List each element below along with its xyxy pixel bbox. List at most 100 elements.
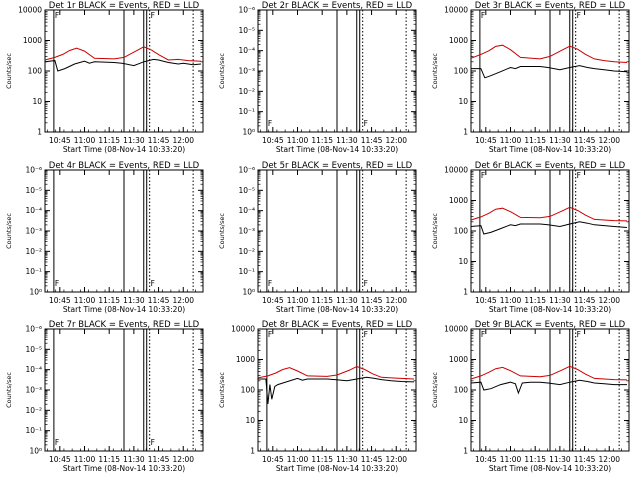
y-tick-label: 10 bbox=[245, 416, 255, 425]
x-tick-label: 11:15 bbox=[98, 136, 120, 145]
x-axis-title: Start Time (08-Nov-14 10:33:20) bbox=[276, 305, 398, 314]
y-tick-label: 100 bbox=[454, 227, 469, 236]
y-tick-label: 10⁻² bbox=[238, 247, 255, 256]
x-tick-label: 11:30 bbox=[336, 136, 358, 145]
y-tick-label: 10⁻⁵ bbox=[25, 345, 42, 354]
x-tick-label: 10:45 bbox=[262, 455, 284, 464]
x-tick-label: 11:30 bbox=[123, 296, 145, 305]
y-tick-label: 10⁻² bbox=[238, 87, 255, 96]
panel-title: Det 7r BLACK = Events, RED = LLD bbox=[49, 320, 200, 330]
x-axis-title: Start Time (08-Nov-14 10:33:20) bbox=[63, 305, 185, 314]
y-tick-label: 10⁻² bbox=[25, 406, 42, 415]
y-tick-label: 10⁻² bbox=[25, 247, 42, 256]
y-axis-title: Counts/sec bbox=[5, 53, 13, 89]
x-tick-label: 11:45 bbox=[574, 296, 596, 305]
x-tick-label: 11:15 bbox=[311, 296, 333, 305]
y-tick-label: 10⁻⁵ bbox=[238, 26, 255, 35]
x-tick-label: 11:15 bbox=[98, 455, 120, 464]
x-tick-label: 10:45 bbox=[49, 296, 71, 305]
x-tick-label: 11:15 bbox=[524, 455, 546, 464]
x-tick-label: 11:45 bbox=[361, 136, 383, 145]
flag-marker: F bbox=[577, 330, 581, 339]
x-tick-label: 11:45 bbox=[574, 455, 596, 464]
y-tick-label: 100 bbox=[454, 67, 469, 76]
x-tick-label: 11:15 bbox=[98, 296, 120, 305]
y-tick-label: 10⁻⁶ bbox=[25, 325, 42, 334]
x-tick-label: 11:30 bbox=[549, 136, 571, 145]
x-tick-label: 11:00 bbox=[74, 455, 96, 464]
x-tick-label: 11:15 bbox=[311, 455, 333, 464]
y-tick-label: 100 bbox=[28, 67, 43, 76]
y-tick-label: 1 bbox=[37, 128, 42, 137]
y-tick-label: 10⁰ bbox=[242, 128, 255, 137]
panel-title: Det 8r BLACK = Events, RED = LLD bbox=[262, 320, 413, 330]
x-axis-title: Start Time (08-Nov-14 10:33:20) bbox=[276, 145, 398, 154]
y-tick-label: 1000 bbox=[449, 196, 468, 205]
panel-det-1: Det 1r BLACK = Events, RED = LLD 1 10 100 10… bbox=[5, 1, 204, 154]
y-tick-label: 10⁻¹ bbox=[238, 267, 255, 276]
flag-marker: F bbox=[364, 330, 368, 339]
y-tick-label: 100 bbox=[241, 386, 256, 395]
x-tick-label: 11:00 bbox=[74, 296, 96, 305]
y-axis-title: Counts/sec bbox=[218, 213, 226, 249]
y-axis-title: Counts/sec bbox=[431, 53, 439, 89]
y-tick-label: 10⁻³ bbox=[25, 227, 42, 236]
flag-marker: F bbox=[481, 171, 485, 180]
x-tick-label: 11:00 bbox=[287, 136, 309, 145]
y-tick-label: 10000 bbox=[444, 6, 468, 15]
x-tick-label: 11:45 bbox=[574, 136, 596, 145]
y-tick-label: 10000 bbox=[444, 166, 468, 175]
x-tick-label: 11:15 bbox=[524, 136, 546, 145]
x-tick-label: 11:45 bbox=[361, 455, 383, 464]
x-tick-label: 12:00 bbox=[172, 296, 194, 305]
x-tick-label: 11:00 bbox=[500, 296, 522, 305]
flag-marker: F bbox=[151, 11, 155, 20]
y-tick-label: 10 bbox=[458, 257, 468, 266]
x-tick-label: 11:00 bbox=[500, 136, 522, 145]
series-line-lld bbox=[470, 44, 628, 63]
panel-title: Det 6r BLACK = Events, RED = LLD bbox=[475, 161, 626, 171]
y-axis-title: Counts/sec bbox=[5, 213, 13, 249]
y-tick-label: 10⁻⁶ bbox=[238, 166, 255, 175]
y-tick-label: 10⁻¹ bbox=[25, 267, 42, 276]
x-axis-title: Start Time (08-Nov-14 10:33:20) bbox=[489, 464, 611, 473]
x-tick-label: 11:30 bbox=[549, 296, 571, 305]
x-tick-label: 10:45 bbox=[262, 136, 284, 145]
y-tick-label: 10⁰ bbox=[242, 288, 255, 297]
y-tick-label: 1 bbox=[463, 128, 468, 137]
flag-marker: F bbox=[268, 279, 272, 288]
x-tick-label: 11:30 bbox=[123, 455, 145, 464]
flag-marker: F bbox=[577, 171, 581, 180]
flag-marker: F bbox=[481, 330, 485, 339]
x-tick-label: 11:30 bbox=[336, 455, 358, 464]
y-tick-label: 10⁻³ bbox=[238, 227, 255, 236]
x-tick-label: 11:45 bbox=[148, 455, 170, 464]
x-tick-label: 11:15 bbox=[311, 136, 333, 145]
x-tick-label: 11:00 bbox=[500, 455, 522, 464]
panel-title: Det 2r BLACK = Events, RED = LLD bbox=[262, 1, 413, 11]
flag-marker: F bbox=[151, 438, 155, 447]
x-tick-label: 10:45 bbox=[475, 136, 497, 145]
y-tick-label: 10⁻⁴ bbox=[238, 46, 255, 55]
x-tick-label: 12:00 bbox=[385, 455, 407, 464]
flag-marker: F bbox=[55, 279, 59, 288]
y-tick-label: 10000 bbox=[444, 325, 468, 334]
panel-det-7: Det 7r BLACK = Events, RED = LLD 10⁰ 10⁻¹ 1… bbox=[5, 320, 204, 473]
x-axis-title: Start Time (08-Nov-14 10:33:20) bbox=[489, 305, 611, 314]
y-tick-label: 10⁻¹ bbox=[238, 107, 255, 116]
y-tick-label: 10⁻⁴ bbox=[25, 206, 42, 215]
series-line-lld bbox=[470, 206, 628, 222]
x-tick-label: 10:45 bbox=[49, 136, 71, 145]
y-tick-label: 10000 bbox=[231, 325, 255, 334]
x-tick-label: 10:45 bbox=[475, 455, 497, 464]
x-tick-label: 12:00 bbox=[385, 136, 407, 145]
flag-marker: F bbox=[268, 330, 272, 339]
x-tick-label: 11:45 bbox=[361, 296, 383, 305]
series-line-lld bbox=[257, 365, 415, 380]
y-axis-title: Counts/sec bbox=[218, 372, 226, 408]
y-axis-title: Counts/sec bbox=[5, 372, 13, 408]
y-tick-label: 10⁻⁵ bbox=[238, 186, 255, 195]
flag-marker: F bbox=[364, 119, 368, 128]
panel-det-5: Det 5r BLACK = Events, RED = LLD 10⁰ 10⁻¹ 1… bbox=[218, 161, 417, 314]
